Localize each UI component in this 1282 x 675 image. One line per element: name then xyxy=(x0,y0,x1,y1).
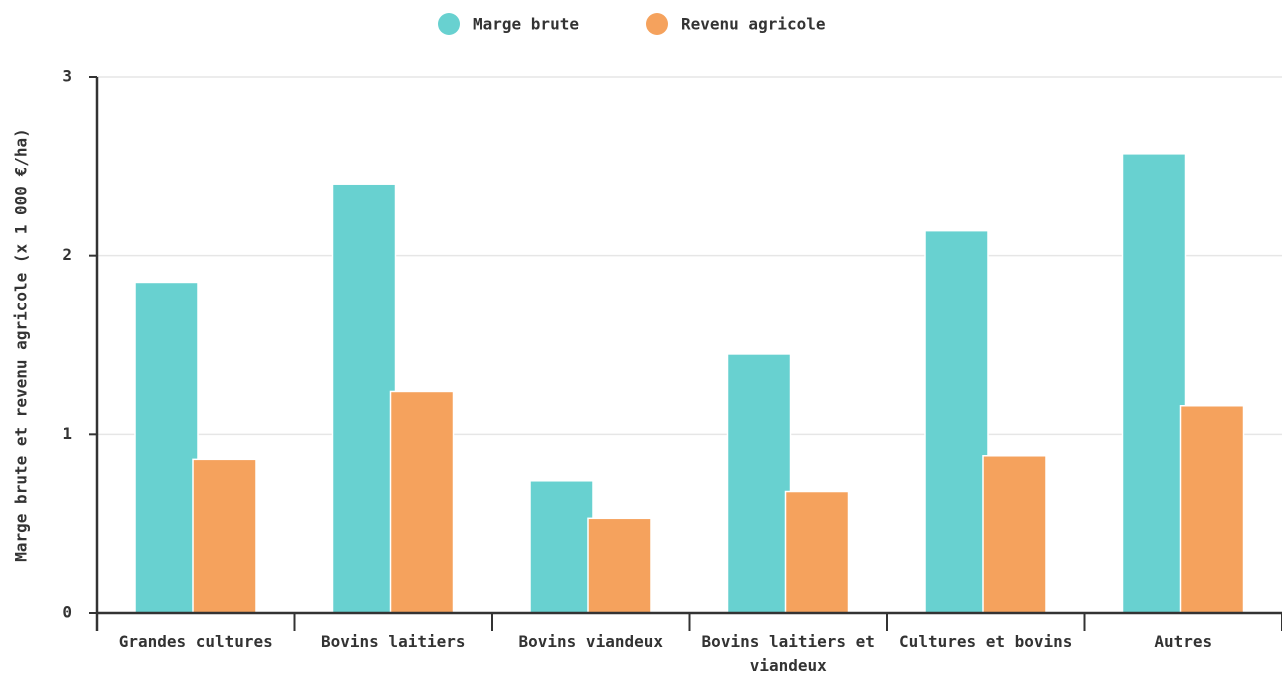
legend-label: Marge brute xyxy=(473,15,579,34)
y-tick-label: 1 xyxy=(62,424,72,443)
x-tick-label: Bovins viandeux xyxy=(518,632,664,651)
y-tick-label: 3 xyxy=(62,67,72,86)
bar xyxy=(1179,404,1245,614)
bar xyxy=(331,183,397,614)
x-tick-label: Grandes cultures xyxy=(118,632,273,651)
x-tick-label: Bovins laitiers xyxy=(321,632,466,651)
bar xyxy=(192,458,257,614)
bar xyxy=(982,455,1047,614)
legend-label: Revenu agricole xyxy=(681,15,826,34)
bar xyxy=(784,490,850,614)
bar xyxy=(924,229,989,614)
y-tick-label: 0 xyxy=(62,603,72,622)
legend-swatch xyxy=(646,13,668,35)
bar xyxy=(1121,153,1187,614)
x-tick-label: Autres xyxy=(1154,632,1213,651)
bar xyxy=(389,390,455,614)
bar xyxy=(529,480,594,614)
y-tick-label: 2 xyxy=(62,245,72,264)
bar xyxy=(726,353,792,614)
legend-swatch xyxy=(438,13,460,35)
x-tick-label: Cultures et bovins xyxy=(899,632,1073,651)
bar xyxy=(587,517,652,614)
bar xyxy=(134,281,199,614)
y-axis-label: Marge brute et revenu agricole (x 1 000 … xyxy=(12,128,31,561)
x-tick-label: Bovins laitiers et viandeux xyxy=(701,632,875,675)
